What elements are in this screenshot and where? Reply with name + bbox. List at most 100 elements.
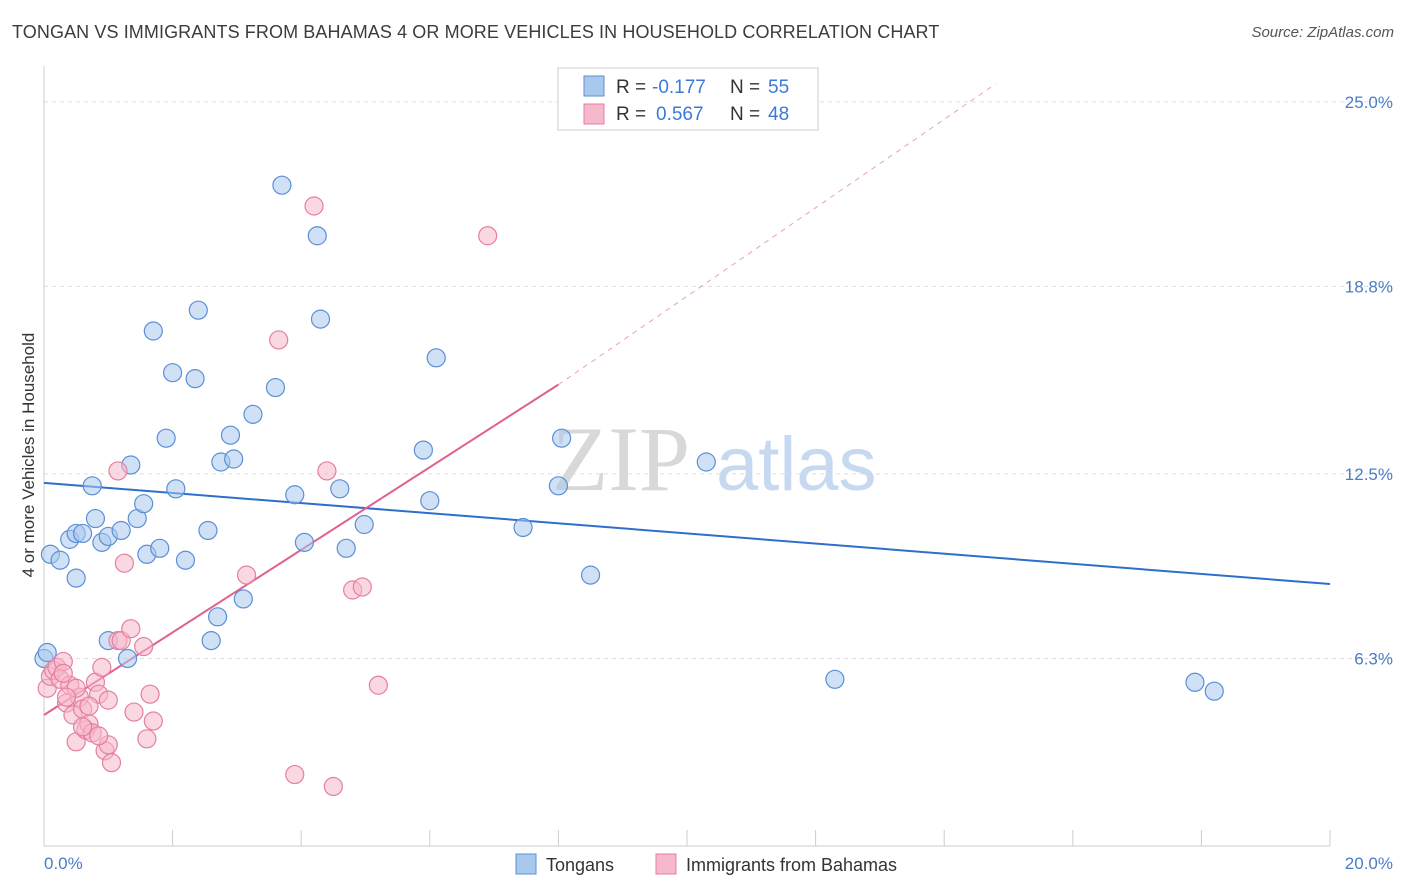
y-tick-labels: 6.3% 12.5% 18.8% 25.0% [1345, 93, 1393, 669]
bahamas-point [108, 461, 128, 481]
bahamas-point [121, 619, 141, 639]
bahamas-point [79, 696, 99, 716]
bahamas-point [140, 684, 160, 704]
tongans-point [166, 479, 186, 499]
tongans-point [272, 175, 292, 195]
tongans-point [82, 476, 102, 496]
tongans-point [188, 300, 208, 320]
axes [43, 66, 1331, 847]
tongans-point [552, 428, 572, 448]
bahamas-point [478, 226, 498, 246]
tongans-point [548, 476, 569, 496]
tongans-point [208, 607, 228, 627]
tongans-point [185, 369, 205, 389]
legend-r-label-1: R = [616, 77, 646, 98]
source-credit: Source: ZipAtlas.com [1251, 24, 1394, 41]
legend-n-label-1: N = [730, 77, 760, 98]
tongans-point [310, 309, 331, 329]
tongans-point [285, 485, 305, 505]
y-tick-label: 6.3% [1354, 649, 1393, 668]
bahamas-point [98, 690, 118, 710]
bahamas-point [285, 764, 305, 785]
bahamas-points [37, 196, 498, 797]
gridlines [44, 101, 1392, 659]
tongans-point [336, 538, 356, 558]
tongans-point [1185, 672, 1205, 692]
trend-lines [43, 83, 1331, 716]
tongans-point [175, 550, 196, 570]
bahamas-point [352, 577, 372, 597]
tongans-point [163, 363, 183, 383]
bahamas-point [269, 330, 289, 350]
bahamas-point [89, 726, 109, 746]
tongans-point [50, 550, 70, 570]
tongans-point [134, 494, 154, 514]
tongans-point [265, 377, 286, 398]
bahamas-trend-extension [558, 83, 996, 386]
legend-r-value-1: -0.177 [652, 77, 706, 98]
tongans-point [354, 514, 374, 535]
x-tick-max: 20.0% [1345, 854, 1393, 873]
tongans-point [198, 520, 218, 541]
tongans-point [696, 452, 716, 472]
tongans-point [307, 226, 327, 246]
tongans-point [513, 517, 533, 538]
tongans-point [420, 491, 440, 511]
tongans-point [413, 440, 433, 460]
bahamas-point [53, 663, 73, 683]
bahamas-point [92, 657, 112, 677]
tongans-point [85, 508, 106, 529]
legend-swatch-tongans [583, 75, 605, 97]
chart-title: TONGAN VS IMMIGRANTS FROM BAHAMAS 4 OR M… [12, 22, 940, 42]
bottom-legend-tongans: Tongans [546, 855, 614, 875]
legend-r-label-2: R = [616, 104, 646, 125]
bottom-legend-bahamas: Immigrants from Bahamas [686, 855, 897, 875]
tongans-point [111, 520, 131, 541]
tongans-trend-line [43, 481, 1331, 586]
bahamas-point [114, 553, 134, 573]
legend-n-label-2: N = [730, 104, 760, 125]
tongans-point [224, 449, 244, 469]
bahamas-point [134, 636, 154, 657]
tongans-point [1204, 681, 1224, 701]
tongans-point [426, 348, 446, 368]
watermark-zip: ZIP [552, 408, 690, 510]
watermark-atlas: atlas [716, 422, 877, 507]
tongans-point [294, 532, 315, 552]
bahamas-point [143, 711, 163, 731]
tongans-point [330, 479, 350, 499]
bottom-legend-swatch-tongans [515, 853, 537, 875]
tongans-point [117, 648, 138, 669]
bahamas-point [323, 776, 343, 797]
bahamas-point [368, 675, 388, 695]
tongans-point [243, 404, 263, 424]
tongans-point [143, 321, 163, 341]
bahamas-point [56, 687, 77, 707]
bahamas-point [124, 702, 144, 722]
tongans-point [233, 589, 253, 609]
series-legend: Tongans Immigrants from Bahamas [515, 853, 897, 875]
bahamas-point [101, 753, 122, 773]
bottom-legend-swatch-bahamas [655, 853, 677, 875]
tongans-point [37, 642, 57, 663]
tongans-point [580, 565, 601, 585]
y-tick-label: 12.5% [1345, 465, 1393, 484]
x-tick-min: 0.0% [44, 854, 83, 873]
legend-n-value-1: 55 [768, 77, 789, 98]
legend-n-value-2: 48 [768, 104, 789, 125]
y-tick-label: 25.0% [1345, 93, 1393, 112]
y-axis-label: 4 or more Vehicles in Household [19, 333, 38, 578]
bahamas-point [317, 461, 337, 481]
tongans-points [34, 175, 1224, 701]
tongans-point [156, 428, 176, 448]
bahamas-point [304, 196, 324, 216]
bahamas-point [236, 565, 257, 585]
y-tick-label: 18.8% [1345, 277, 1393, 296]
tongans-point [220, 425, 241, 445]
bahamas-point [72, 717, 93, 737]
tongans-point [66, 568, 86, 588]
tongans-point [201, 631, 221, 651]
tongans-point [825, 669, 845, 689]
tongans-point [150, 538, 170, 558]
